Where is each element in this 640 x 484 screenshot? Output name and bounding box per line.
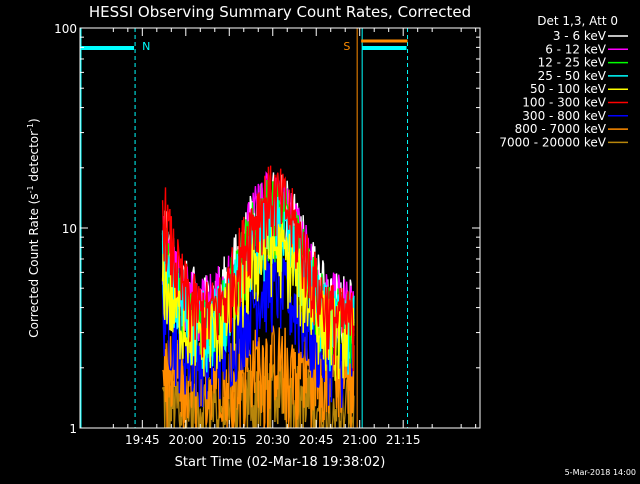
- y-tick-label-1: 10: [62, 222, 77, 236]
- y-axis-label-mid: detector: [27, 131, 41, 186]
- footer-date: 5-Mar-2018 14:00: [565, 468, 636, 477]
- data-layer: [161, 165, 355, 429]
- legend-label-0: 3 - 6 keV: [553, 29, 607, 43]
- legend-label-4: 50 - 100 keV: [530, 82, 607, 96]
- y-axis-label: Corrected Count Rate (s-1 detector-1): [26, 118, 41, 337]
- legend-label-8: 7000 - 20000 keV: [499, 135, 606, 149]
- legend-label-2: 12 - 25 keV: [538, 56, 607, 70]
- x-tick-label-3: 20:30: [255, 433, 290, 447]
- legend-label-7: 800 - 7000 keV: [515, 122, 607, 136]
- legend-label-3: 25 - 50 keV: [538, 69, 607, 83]
- chart-title: HESSI Observing Summary Count Rates, Cor…: [89, 3, 471, 21]
- y-tick-label-2: 100: [54, 22, 77, 36]
- x-tick-label-0: 19:45: [125, 433, 160, 447]
- x-tick-label-5: 21:00: [342, 433, 377, 447]
- legend-label-5: 100 - 300 keV: [522, 96, 606, 110]
- y-axis-label-suffix: ): [27, 118, 41, 123]
- y-axis-label-sup1: -1: [26, 185, 35, 193]
- y-axis-label-sup2: -1: [26, 123, 35, 131]
- x-tick-label-6: 21:15: [386, 433, 421, 447]
- axes-layer: 19:45 20:00 20:15 20:30 20:45 21:00 21:15 1 10 10…: [54, 22, 481, 447]
- y-axis-label-prefix: Corrected Count Rate (s: [27, 193, 41, 337]
- legend-label-6: 300 - 800 keV: [522, 109, 606, 123]
- legend-label-1: 6 - 12 keV: [545, 42, 607, 56]
- series-line-5: [161, 165, 355, 372]
- annotation-s: S: [343, 40, 350, 53]
- x-axis-label: Start Time (02-Mar-18 19:38:02): [175, 455, 386, 470]
- x-tick-label-4: 20:45: [299, 433, 334, 447]
- x-tick-label-2: 20:15: [212, 433, 247, 447]
- x-tick-label-1: 20:00: [169, 433, 204, 447]
- y-tick-label-0: 1: [69, 422, 77, 436]
- annotation-n: N: [142, 40, 150, 53]
- legend-header: Det 1,3, Att 0: [537, 14, 618, 28]
